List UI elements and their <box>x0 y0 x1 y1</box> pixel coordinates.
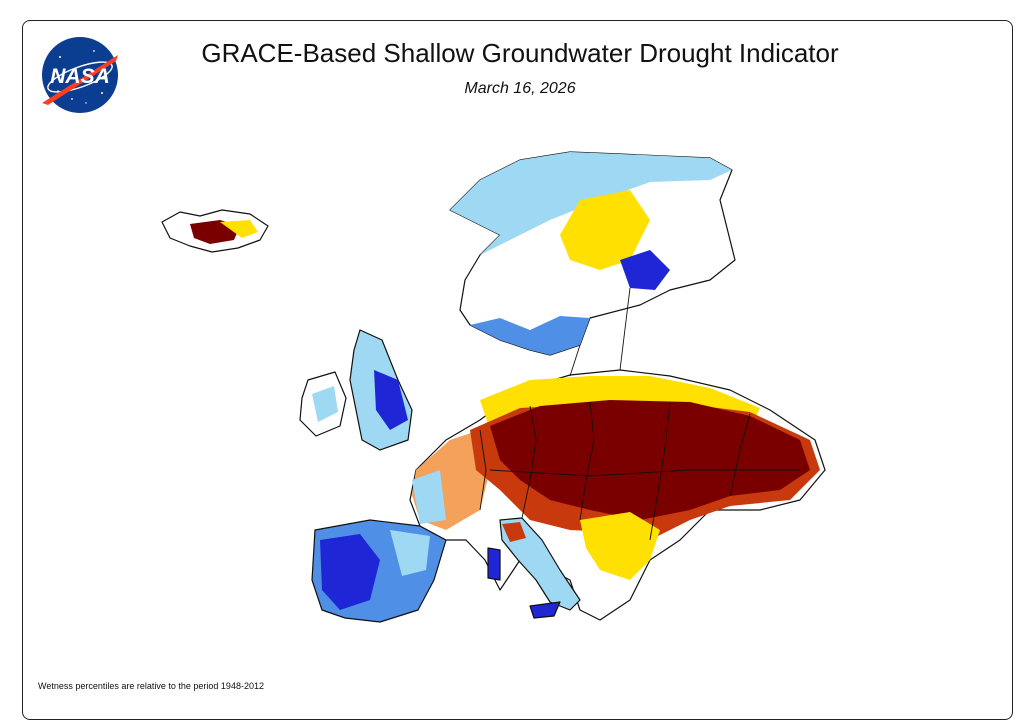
map-frame <box>22 20 1013 720</box>
svg-text:NASA: NASA <box>50 65 110 88</box>
finland-wet <box>620 250 670 290</box>
map-date: March 16, 2026 <box>464 80 576 97</box>
sicily <box>529 601 561 619</box>
footer-note: Wetness percentiles are relative to the … <box>38 681 264 691</box>
italy <box>499 517 581 611</box>
iceland-dry <box>220 220 258 238</box>
nasa-logo: NASA <box>42 37 118 113</box>
gb-very-wet <box>374 370 408 430</box>
europe-drought-map <box>161 151 826 623</box>
central-extreme <box>490 400 810 520</box>
scandinavia-very-wet <box>470 316 590 355</box>
france-wet <box>412 470 446 524</box>
italy-severe <box>502 522 526 542</box>
sardinia <box>487 547 501 581</box>
balkan-dry <box>580 512 660 580</box>
iberia-extremely-wet <box>320 534 380 610</box>
ireland-wet <box>312 386 338 422</box>
scandinavia-dry <box>560 190 650 270</box>
iberia-wet <box>390 530 430 576</box>
map-title: GRACE-Based Shallow Groundwater Drought … <box>201 38 839 68</box>
